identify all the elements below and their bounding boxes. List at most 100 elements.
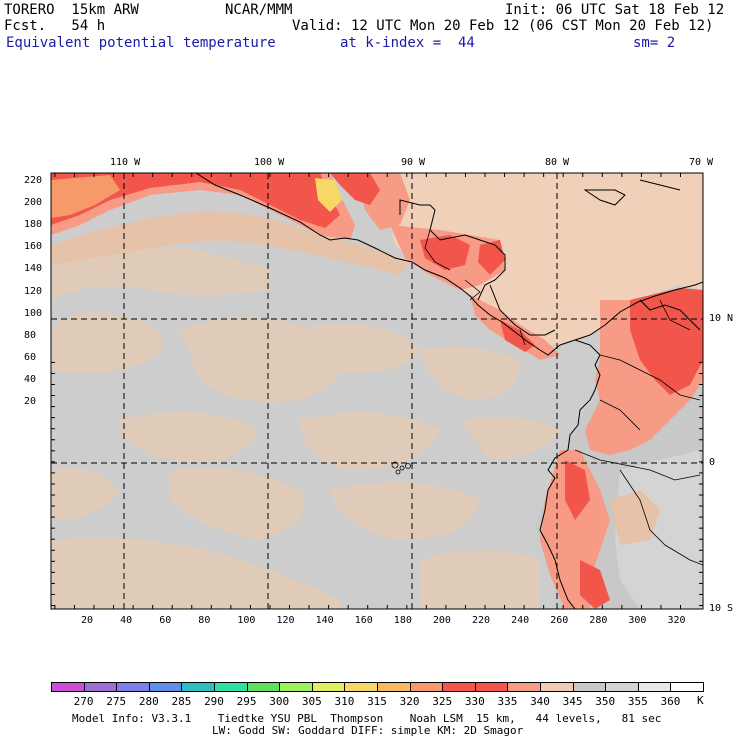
colorbar-label: 295 [236, 695, 257, 708]
lon-label-110w: 110 W [110, 157, 141, 168]
x-tick-label: 20 [81, 615, 94, 626]
field-amazon-350 [615, 450, 703, 609]
y-tick-label: 200 [24, 197, 43, 209]
smoothing: sm= 2 [633, 35, 676, 51]
colorbar-cell [507, 682, 541, 692]
x-tick-label: 240 [511, 615, 530, 626]
colorbar-label: 310 [334, 695, 355, 708]
lat-label-10s: 10 S [709, 603, 734, 614]
colorbar-cell [181, 682, 215, 692]
x-tick-label: 40 [120, 615, 133, 626]
forecast-hour: Fcst. 54 h [4, 18, 106, 34]
x-tick-label: 80 [198, 615, 211, 626]
colorbar-cell [670, 682, 704, 692]
x-tick-label: 220 [472, 615, 491, 626]
y-tick-label: 220 [24, 175, 43, 186]
coastlines [195, 173, 703, 609]
model-info-line1: Model Info: V3.3.1 Tiedtke YSU PBL Thomp… [72, 712, 662, 725]
lat-label-10n: 10 N [709, 313, 734, 324]
theta-e-field [51, 173, 703, 609]
field-amazon-345 [610, 490, 660, 545]
colorbar-label: 340 [530, 695, 550, 708]
level-index: at k-index = 44 [340, 35, 475, 51]
x-tick-label: 100 [237, 615, 256, 626]
lon-label-100w: 100 W [254, 157, 285, 168]
colorbar-label: 275 [106, 695, 127, 708]
colorbar-cell [474, 682, 509, 692]
colorbar-cell [344, 682, 378, 692]
y-tick-label: 140 [24, 263, 43, 275]
x-tick-label: 320 [667, 615, 686, 626]
y-tick-label: 80 [24, 329, 37, 341]
y-tick-label: 180 [24, 219, 43, 231]
model-info-line2: LW: Godd SW: Goddard DIFF: simple KM: 2D… [212, 724, 524, 737]
x-tick-label: 300 [628, 615, 647, 626]
colorbar-label: 320 [399, 695, 420, 708]
y-tick-label: 120 [24, 285, 43, 297]
colorbar-cell [442, 682, 476, 692]
lat-label-0: 0 [709, 457, 716, 468]
colorbar-cell [311, 682, 346, 692]
colorbar-cell [637, 682, 672, 692]
colorbar-cell [279, 682, 313, 692]
field-nw-325 [51, 175, 120, 218]
valid-time: Valid: 12 UTC Mon 20 Feb 12 (06 CST Mon … [292, 18, 714, 34]
lon-label-80w: 80 W [545, 157, 570, 168]
colorbar-label: 360 [660, 695, 681, 708]
colorbar-label: 355 [627, 695, 648, 708]
colorbar-label: 305 [301, 695, 322, 708]
y-tick-label: 60 [24, 351, 37, 363]
field-central-america-330 [330, 173, 535, 352]
colorbar-label: 290 [204, 695, 224, 708]
country-borders [424, 229, 703, 566]
field-nw-315 [315, 178, 342, 212]
field-peru-330b [580, 560, 610, 609]
colorbar-label: 345 [562, 695, 583, 708]
x-tick-label: 120 [276, 615, 295, 626]
colorbar-cell [51, 682, 85, 692]
field-peru-330 [565, 460, 590, 520]
lon-label-90w: 90 W [401, 157, 426, 168]
colorbar-cell [409, 682, 444, 692]
y-tick-label: 20 [24, 396, 37, 407]
x-tick-label: 260 [550, 615, 569, 626]
field-name: Equivalent potential temperature [6, 35, 276, 51]
colorbar-cell [540, 682, 574, 692]
colorbar-cell [377, 682, 411, 692]
colorbar-label: 335 [497, 695, 518, 708]
map-frame [50, 172, 704, 610]
graticule [51, 173, 703, 609]
x-tick-label: 280 [589, 615, 608, 626]
x-tick-label: 140 [315, 615, 334, 626]
colorbar-label: 300 [269, 695, 290, 708]
colorbar-unit: K [697, 694, 704, 707]
colorbar-cell [605, 682, 639, 692]
x-tick-label: 160 [354, 615, 373, 626]
colorbar-cell [572, 682, 607, 692]
colorbar-label: 285 [171, 695, 192, 708]
organization: NCAR/MMM [225, 2, 293, 18]
colorbar-label: 315 [367, 695, 387, 708]
colorbar-cell [116, 682, 150, 692]
colorbar-label: 350 [595, 695, 616, 708]
colorbar-label: 270 [73, 695, 94, 708]
x-tick-label: 200 [432, 615, 451, 626]
y-tick-label: 40 [24, 373, 37, 385]
y-tick-label: 100 [24, 307, 43, 319]
x-tick-label: 60 [159, 615, 172, 626]
colorbar-label: 280 [138, 695, 159, 708]
galapagos-islands [391, 461, 411, 475]
colorbar-label: 325 [432, 695, 453, 708]
colorbar-cell [214, 682, 248, 692]
model-name: TORERO 15km ARW [4, 2, 139, 18]
field-band-coast [51, 211, 410, 275]
colorbar-cell [83, 682, 118, 692]
y-tick-label: 160 [24, 241, 43, 253]
lon-label-70w: 70 W [689, 157, 714, 168]
field-patches-345-light [51, 245, 560, 609]
colorbar-cell [148, 682, 183, 692]
colorbar-cell [246, 682, 281, 692]
x-tick-label: 180 [393, 615, 412, 626]
colorbar-label: 330 [464, 695, 485, 708]
